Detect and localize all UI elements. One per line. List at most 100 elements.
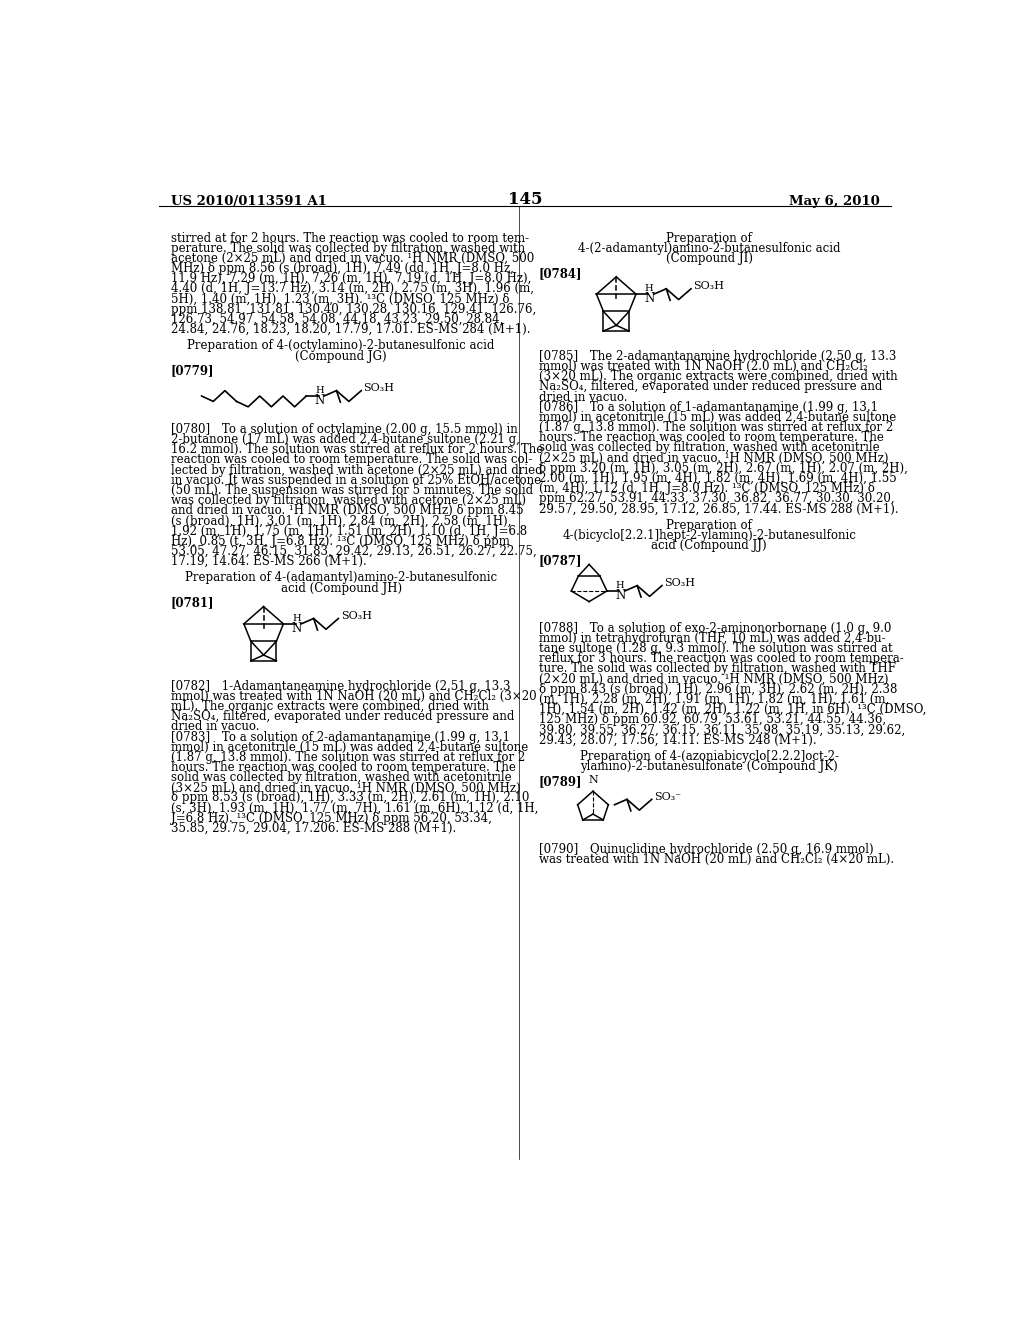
- Text: [0781]: [0781]: [171, 597, 214, 610]
- Text: 29.43, 28.07, 17.56, 14.11. ES-MS 248 (M+1).: 29.43, 28.07, 17.56, 14.11. ES-MS 248 (M…: [539, 734, 816, 747]
- Text: 24.84, 24.76, 18.23, 18.20, 17.79, 17.01. ES-MS 284 (M+1).: 24.84, 24.76, 18.23, 18.20, 17.79, 17.01…: [171, 323, 530, 337]
- Text: H: H: [292, 614, 301, 623]
- Text: [0780] To a solution of octylamine (2.00 g, 15.5 mmol) in: [0780] To a solution of octylamine (2.00…: [171, 422, 517, 436]
- Text: H: H: [615, 581, 625, 590]
- Text: 2.00 (m, 1H), 1.95 (m, 4H), 1.82 (m, 4H), 1.69 (m, 4H), 1.55: 2.00 (m, 1H), 1.95 (m, 4H), 1.82 (m, 4H)…: [539, 473, 896, 484]
- Text: MHz) δ ppm 8.56 (s (broad), 1H), 7.49 (dd, 1H, J=8.0 Hz,: MHz) δ ppm 8.56 (s (broad), 1H), 7.49 (d…: [171, 263, 513, 275]
- Text: (Compound JI): (Compound JI): [666, 252, 753, 265]
- Text: [0786] To a solution of 1-adamantanamine (1.99 g, 13.1: [0786] To a solution of 1-adamantanamine…: [539, 401, 878, 413]
- Text: acid (Compound JH): acid (Compound JH): [281, 582, 401, 594]
- Text: Preparation of 4-(azoniabicyclo[2.2.2]oct-2-: Preparation of 4-(azoniabicyclo[2.2.2]oc…: [580, 750, 839, 763]
- Text: Preparation of 4-(octylamino)-2-butanesulfonic acid: Preparation of 4-(octylamino)-2-butanesu…: [187, 339, 495, 352]
- Text: J=6.8 Hz). ¹³C (DMSO, 125 MHz) δ ppm 56.20, 53.34,: J=6.8 Hz). ¹³C (DMSO, 125 MHz) δ ppm 56.…: [171, 812, 492, 825]
- Text: N: N: [314, 393, 325, 407]
- Text: (3×20 mL). The organic extracts were combined, dried with: (3×20 mL). The organic extracts were com…: [539, 371, 897, 383]
- Text: tane sultone (1.28 g, 9.3 mmol). The solution was stirred at: tane sultone (1.28 g, 9.3 mmol). The sol…: [539, 642, 892, 655]
- Text: 17.19, 14.64. ES-MS 266 (M+1).: 17.19, 14.64. ES-MS 266 (M+1).: [171, 556, 367, 568]
- Text: (3×25 mL) and dried in vacuo. ¹H NMR (DMSO, 500 MHz): (3×25 mL) and dried in vacuo. ¹H NMR (DM…: [171, 781, 520, 795]
- Text: SO₃H: SO₃H: [364, 383, 394, 393]
- Text: 126.73, 54.97, 54.58, 54.08, 44.18, 43.23, 29.50, 28.84,: 126.73, 54.97, 54.58, 54.08, 44.18, 43.2…: [171, 313, 503, 326]
- Text: 125 MHz) δ ppm 60.92, 60.79, 53.61, 53.21, 44.55, 44.36,: 125 MHz) δ ppm 60.92, 60.79, 53.61, 53.2…: [539, 713, 886, 726]
- Text: SO₃H: SO₃H: [665, 578, 695, 589]
- Text: δ ppm 3.20 (m, 1H), 3.05 (m, 2H), 2.67 (m, 1H), 2.07 (m, 2H),: δ ppm 3.20 (m, 1H), 3.05 (m, 2H), 2.67 (…: [539, 462, 907, 475]
- Text: in vacuo. It was suspended in a solution of 25% EtOH/acetone: in vacuo. It was suspended in a solution…: [171, 474, 541, 487]
- Text: reflux for 3 hours. The reaction was cooled to room tempera-: reflux for 3 hours. The reaction was coo…: [539, 652, 903, 665]
- Text: (Compound JG): (Compound JG): [295, 350, 387, 363]
- Text: [0785] The 2-adamantanamine hydrochloride (2.50 g, 13.3: [0785] The 2-adamantanamine hydrochlorid…: [539, 350, 896, 363]
- Text: [0789]: [0789]: [539, 775, 583, 788]
- Text: ppm 138.81, 131.81, 130.40, 130.28, 130.16, 129.41, 126.76,: ppm 138.81, 131.81, 130.40, 130.28, 130.…: [171, 302, 536, 315]
- Text: 16.2 mmol). The solution was stirred at reflux for 2 hours. The: 16.2 mmol). The solution was stirred at …: [171, 444, 543, 457]
- Text: solid was collected by filtration, washed with acetonitrile: solid was collected by filtration, washe…: [171, 771, 511, 784]
- Text: 11.9 Hz), 7.29 (m, 1H), 7.26 (m, 1H), 7.19 (d, 1H, J=8.0 Hz),: 11.9 Hz), 7.29 (m, 1H), 7.26 (m, 1H), 7.…: [171, 272, 531, 285]
- Text: SO₃⁻: SO₃⁻: [654, 792, 681, 803]
- Text: dried in vacuo.: dried in vacuo.: [539, 391, 628, 404]
- Text: 39.80, 39.55, 36.27, 36.15, 36.11, 35.98, 35.19, 35.13, 29.62,: 39.80, 39.55, 36.27, 36.15, 36.11, 35.98…: [539, 723, 905, 737]
- Text: was treated with 1N NaOH (20 mL) and CH₂Cl₂ (4×20 mL).: was treated with 1N NaOH (20 mL) and CH₂…: [539, 853, 894, 866]
- Text: [0782] 1-Adamantaneamine hydrochloride (2.51 g, 13.3: [0782] 1-Adamantaneamine hydrochloride (…: [171, 680, 510, 693]
- Text: was collected by filtration, washed with acetone (2×25 mL): was collected by filtration, washed with…: [171, 494, 525, 507]
- Text: [0788] To a solution of exo-2-aminonorbornane (1.0 g, 9.0: [0788] To a solution of exo-2-aminonorbo…: [539, 622, 891, 635]
- Text: SO₃H: SO₃H: [341, 611, 372, 622]
- Text: mmol) in acetonitrile (15 mL) was added 2,4-butane sultone: mmol) in acetonitrile (15 mL) was added …: [539, 411, 896, 424]
- Text: N: N: [588, 775, 598, 785]
- Text: (m, 4H), 1.12 (d, 1H, J=8.0 Hz). ¹³C (DMSO, 125 MHz) δ: (m, 4H), 1.12 (d, 1H, J=8.0 Hz). ¹³C (DM…: [539, 482, 874, 495]
- Text: [0787]: [0787]: [539, 554, 583, 566]
- Text: US 2010/0113591 A1: US 2010/0113591 A1: [171, 195, 327, 209]
- Text: hours. The reaction was cooled to room temperature. The: hours. The reaction was cooled to room t…: [171, 762, 515, 774]
- Text: solid was collected by filtration, washed with acetonitrile: solid was collected by filtration, washe…: [539, 441, 880, 454]
- Text: ture. The solid was collected by filtration, washed with THF: ture. The solid was collected by filtrat…: [539, 663, 896, 676]
- Text: (2×25 mL) and dried in vacuo. ¹H NMR (DMSO, 500 MHz): (2×25 mL) and dried in vacuo. ¹H NMR (DM…: [539, 451, 888, 465]
- Text: 35.85, 29.75, 29.04, 17.206. ES-MS 288 (M+1).: 35.85, 29.75, 29.04, 17.206. ES-MS 288 (…: [171, 822, 456, 836]
- Text: ylamino)-2-butanesulfonate (Compound JK): ylamino)-2-butanesulfonate (Compound JK): [581, 760, 838, 774]
- Text: (1.87 g, 13.8 mmol). The solution was stirred at reflux for 2: (1.87 g, 13.8 mmol). The solution was st…: [171, 751, 525, 764]
- Text: (2×20 mL) and dried in vacuo. ¹H NMR (DMSO, 500 MHz): (2×20 mL) and dried in vacuo. ¹H NMR (DM…: [539, 673, 888, 685]
- Text: H: H: [315, 385, 324, 395]
- Text: SO₃H: SO₃H: [693, 281, 724, 292]
- Text: hours. The reaction was cooled to room temperature. The: hours. The reaction was cooled to room t…: [539, 432, 884, 445]
- Text: 53.05, 47.27, 46.15, 31.83, 29.42, 29.13, 26.51, 26.27, 22.75,: 53.05, 47.27, 46.15, 31.83, 29.42, 29.13…: [171, 545, 537, 558]
- Text: H: H: [645, 284, 653, 293]
- Text: reaction was cooled to room temperature. The solid was col-: reaction was cooled to room temperature.…: [171, 454, 532, 466]
- Text: May 6, 2010: May 6, 2010: [790, 195, 880, 209]
- Text: [0784]: [0784]: [539, 267, 583, 280]
- Text: Hz), 0.85 (t, 3H, J=6.8 Hz). ¹³C (DMSO, 125 MHz) δ ppm: Hz), 0.85 (t, 3H, J=6.8 Hz). ¹³C (DMSO, …: [171, 535, 510, 548]
- Text: N: N: [292, 622, 302, 635]
- Text: and dried in vacuo. ¹H NMR (DMSO, 500 MHz) δ ppm 8.45: and dried in vacuo. ¹H NMR (DMSO, 500 MH…: [171, 504, 523, 517]
- Text: [0783] To a solution of 2-adamantanamine (1.99 g, 13.1: [0783] To a solution of 2-adamantanamine…: [171, 730, 510, 743]
- Text: 1.92 (m, 1H), 1.75 (m, 1H), 1.51 (m, 2H), 1.10 (d, 1H, J=6.8: 1.92 (m, 1H), 1.75 (m, 1H), 1.51 (m, 2H)…: [171, 524, 526, 537]
- Text: acid (Compound JJ): acid (Compound JJ): [651, 539, 767, 552]
- Text: N: N: [615, 589, 626, 602]
- Text: (s (broad), 1H), 3.01 (m, 1H), 2.84 (m, 2H), 2.58 (m, 1H),: (s (broad), 1H), 3.01 (m, 1H), 2.84 (m, …: [171, 515, 511, 528]
- Text: 4-(2-adamantyl)amino-2-butanesulfonic acid: 4-(2-adamantyl)amino-2-butanesulfonic ac…: [578, 242, 841, 255]
- Text: 29.57, 29.50, 28.95, 17.12, 26.85, 17.44. ES-MS 288 (M+1).: 29.57, 29.50, 28.95, 17.12, 26.85, 17.44…: [539, 503, 898, 515]
- Text: δ ppm 8.43 (s (broad), 1H), 2.96 (m, 3H), 2.62 (m, 2H), 2.38: δ ppm 8.43 (s (broad), 1H), 2.96 (m, 3H)…: [539, 682, 897, 696]
- Text: [0779]: [0779]: [171, 364, 214, 378]
- Text: 4-(bicyclo[2.2.1]hept-2-ylamino)-2-butanesulfonic: 4-(bicyclo[2.2.1]hept-2-ylamino)-2-butan…: [562, 529, 856, 543]
- Text: Na₂SO₄, filtered, evaporated under reduced pressure and: Na₂SO₄, filtered, evaporated under reduc…: [539, 380, 882, 393]
- Text: [0790] Quinuclidine hydrochloride (2.50 g, 16.9 mmol): [0790] Quinuclidine hydrochloride (2.50 …: [539, 842, 873, 855]
- Text: (1.87 g, 13.8 mmol). The solution was stirred at reflux for 2: (1.87 g, 13.8 mmol). The solution was st…: [539, 421, 893, 434]
- Text: 2-butanone (17 mL) was added 2,4-butane sultone (2.21 g,: 2-butanone (17 mL) was added 2,4-butane …: [171, 433, 519, 446]
- Text: perature. The solid was collected by filtration, washed with: perature. The solid was collected by fil…: [171, 242, 524, 255]
- Text: ppm 62.27, 53.91, 44.33, 37.30, 36.82, 36.77, 30.30, 30.20,: ppm 62.27, 53.91, 44.33, 37.30, 36.82, 3…: [539, 492, 894, 506]
- Text: acetone (2×25 mL) and dried in vacuo. ¹H NMR (DMSO, 500: acetone (2×25 mL) and dried in vacuo. ¹H…: [171, 252, 534, 265]
- Text: Preparation of: Preparation of: [667, 519, 753, 532]
- Text: Preparation of 4-(adamantyl)amino-2-butanesulfonic: Preparation of 4-(adamantyl)amino-2-buta…: [185, 572, 498, 585]
- Text: (m, 1H), 2.28 (m, 2H), 1.91 (m, 1H), 1.82 (m, 1H), 1.61 (m,: (m, 1H), 2.28 (m, 2H), 1.91 (m, 1H), 1.8…: [539, 693, 889, 706]
- Text: Preparation of: Preparation of: [667, 231, 753, 244]
- Text: lected by filtration, washed with acetone (2×25 mL) and dried: lected by filtration, washed with aceton…: [171, 463, 543, 477]
- Text: mmol) in tetrahydrofuran (THF, 10 mL) was added 2,4-bu-: mmol) in tetrahydrofuran (THF, 10 mL) wa…: [539, 632, 886, 645]
- Text: 145: 145: [508, 190, 542, 207]
- Text: mmol) in acetonitrile (15 mL) was added 2,4-butane sultone: mmol) in acetonitrile (15 mL) was added …: [171, 741, 528, 754]
- Text: δ ppm 8.53 (s (broad), 1H), 3.33 (m, 2H), 2.61 (m, 1H), 2.10: δ ppm 8.53 (s (broad), 1H), 3.33 (m, 2H)…: [171, 792, 529, 804]
- Text: stirred at for 2 hours. The reaction was cooled to room tem-: stirred at for 2 hours. The reaction was…: [171, 231, 528, 244]
- Text: 5H), 1.40 (m, 1H), 1.23 (m, 3H). ¹³C (DMSO, 125 MHz) δ: 5H), 1.40 (m, 1H), 1.23 (m, 3H). ¹³C (DM…: [171, 293, 509, 305]
- Text: mmol) was treated with 1N NaOH (20 mL) and CH₂Cl₂ (3×20: mmol) was treated with 1N NaOH (20 mL) a…: [171, 690, 537, 702]
- Text: 1H), 1.54 (m, 2H), 1.42 (m, 2H), 1.22 (m, 1H, in 6H). ¹³C (DMSO,: 1H), 1.54 (m, 2H), 1.42 (m, 2H), 1.22 (m…: [539, 704, 926, 715]
- Text: mmol) was treated with 1N NaOH (2.0 mL) and CH₂Cl₂: mmol) was treated with 1N NaOH (2.0 mL) …: [539, 360, 867, 374]
- Text: (s, 3H), 1.93 (m, 1H), 1.77 (m, 7H), 1.61 (m, 6H), 1.12 (d, 1H,: (s, 3H), 1.93 (m, 1H), 1.77 (m, 7H), 1.6…: [171, 801, 538, 814]
- Text: 4.40 (d, 1H, J=13.7 Hz), 3.14 (m, 2H), 2.75 (m, 3H), 1.96 (m,: 4.40 (d, 1H, J=13.7 Hz), 3.14 (m, 2H), 2…: [171, 282, 534, 296]
- Text: Na₂SO₄, filtered, evaporated under reduced pressure and: Na₂SO₄, filtered, evaporated under reduc…: [171, 710, 514, 723]
- Text: N: N: [644, 292, 654, 305]
